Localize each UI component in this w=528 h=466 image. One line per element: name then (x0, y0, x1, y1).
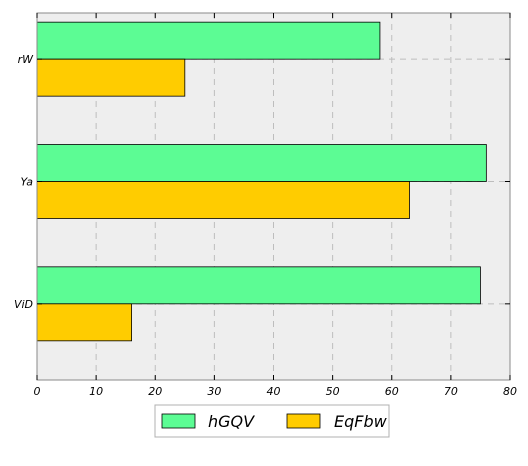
x-tick-label: 80 (503, 385, 517, 398)
x-tick-label: 40 (267, 385, 281, 398)
x-axis-tick-labels: 0 10 20 30 40 50 60 70 80 (34, 385, 518, 398)
x-tick-label: 60 (385, 385, 399, 398)
x-tick-label: 50 (326, 385, 340, 398)
x-tick-label: 10 (89, 385, 103, 398)
axis-ticks (36, 13, 511, 380)
bar-eqfbw-rw (36, 58, 186, 97)
legend-swatch-eqfbw (286, 413, 321, 429)
bar-eqfbw-vid (36, 303, 132, 342)
x-tick-label: 70 (444, 385, 458, 398)
x-tick-label: 0 (34, 385, 41, 398)
x-tick-label: 20 (148, 385, 162, 398)
legend-label-hgqv: hGQV (208, 412, 255, 431)
bars (36, 21, 487, 342)
bar-hgqv-ya (36, 144, 487, 182)
y-tick-label-rw: rW (18, 53, 35, 66)
legend-swatch-hgqv (161, 413, 196, 429)
y-tick-label-vid: ViD (14, 298, 33, 311)
legend: hGQV EqFbw (154, 404, 390, 438)
y-axis-tick-labels: rW Ya ViD (14, 53, 34, 311)
x-tick-label: 30 (207, 385, 221, 398)
y-tick-label-ya: Ya (21, 176, 34, 189)
legend-label-eqfbw: EqFbw (334, 412, 388, 431)
bar-hgqv-rw (36, 21, 381, 60)
bar-eqfbw-ya (36, 181, 410, 219)
bar-hgqv-vid (36, 266, 481, 305)
